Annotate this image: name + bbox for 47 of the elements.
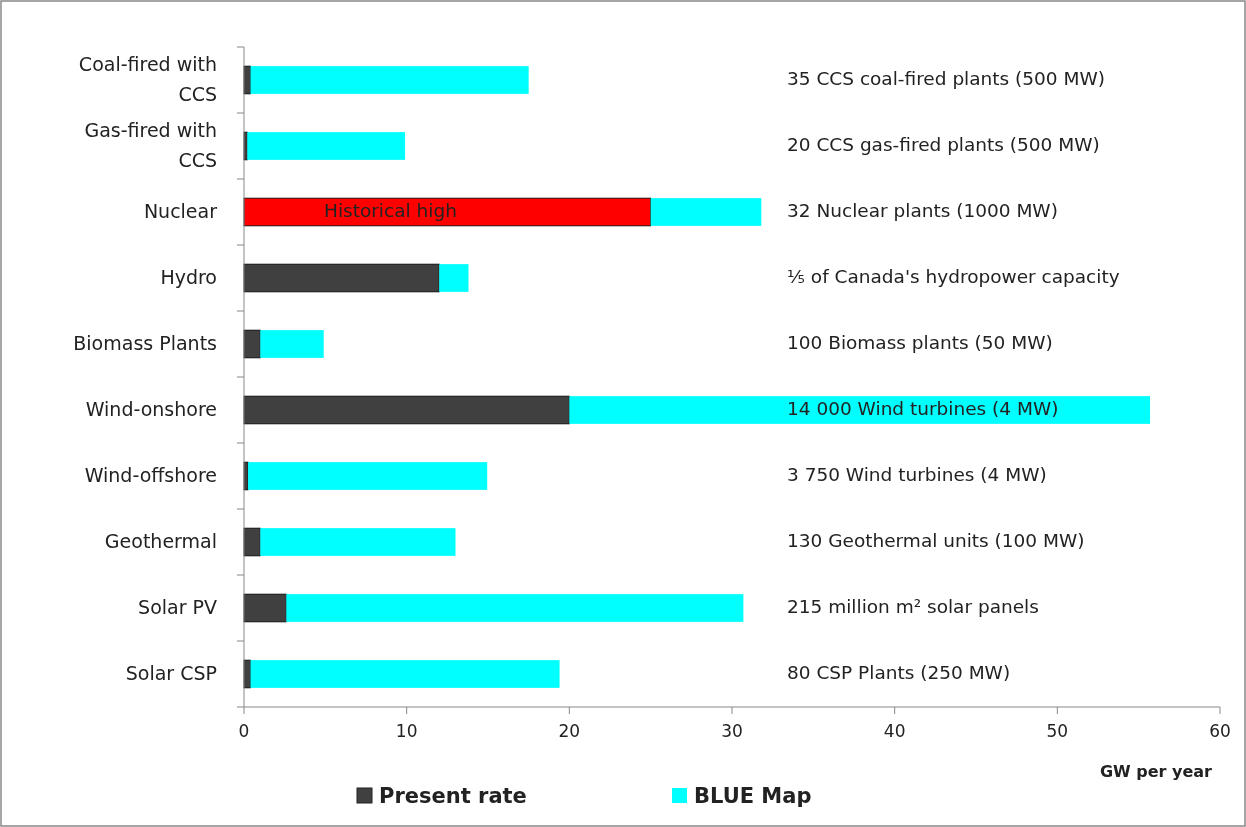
annotation: 35 CCS coal-fired plants (500 MW) — [787, 68, 1105, 89]
bar — [439, 264, 469, 292]
annotation: 100 Biomass plants (50 MW) — [787, 332, 1053, 353]
annotation: 14 000 Wind turbines (4 MW) — [787, 398, 1059, 419]
annotation: 3 750 Wind turbines (4 MW) — [787, 464, 1047, 485]
bar — [243, 263, 440, 293]
bar — [569, 396, 1151, 424]
y-tick-label: Biomass Plants — [73, 331, 217, 354]
x-tick-label: 30 — [721, 721, 743, 741]
bar — [260, 528, 456, 556]
x-tick-label: 50 — [1046, 721, 1069, 741]
y-tick-label: Geothermal — [104, 529, 217, 552]
annotation: 32 Nuclear plants (1000 MW) — [787, 200, 1058, 221]
annotation: 20 CCS gas-fired plants (500 MW) — [787, 134, 1100, 155]
x-tick-label: 10 — [395, 721, 418, 741]
y-tick-label: Hydro — [160, 265, 217, 288]
x-tick-label: 20 — [558, 721, 581, 741]
annotation: ⅕ of Canada's hydropower capacity — [787, 266, 1120, 287]
bar — [243, 395, 570, 425]
bar — [650, 198, 762, 226]
annotation: 80 CSP Plants (250 MW) — [787, 662, 1011, 683]
bar — [243, 329, 261, 359]
y-tick-label: Nuclear — [143, 199, 218, 222]
y-tick-label: Solar CSP — [125, 661, 217, 684]
y-tick-label: Solar PV — [138, 595, 217, 618]
legend-label: BLUE Map — [694, 784, 812, 808]
bar — [250, 66, 529, 94]
bar — [250, 660, 560, 688]
bar — [247, 132, 406, 160]
x-axis-title: GW per year — [1099, 762, 1213, 781]
bar — [286, 594, 744, 622]
bar — [243, 527, 261, 557]
y-tick-label: Wind-onshore — [85, 397, 217, 420]
y-tick-label: Coal-fired with CCS — [78, 52, 217, 105]
bar — [260, 330, 324, 358]
legend-label: Present rate — [379, 784, 527, 808]
bar — [243, 593, 287, 623]
y-tick-label: Wind-offshore — [84, 463, 217, 486]
bar — [248, 462, 488, 490]
annotation: 130 Geothermal units (100 MW) — [787, 530, 1085, 551]
y-tick-label: Gas-fired with CCS — [84, 118, 217, 171]
annotation: 215 million m² solar panels — [787, 596, 1039, 617]
x-tick-label: 40 — [883, 721, 906, 741]
data-label: Historical high — [324, 200, 457, 221]
x-tick-label: 0 — [238, 721, 250, 741]
x-tick-label: 60 — [1209, 721, 1231, 741]
bar — [243, 197, 652, 227]
